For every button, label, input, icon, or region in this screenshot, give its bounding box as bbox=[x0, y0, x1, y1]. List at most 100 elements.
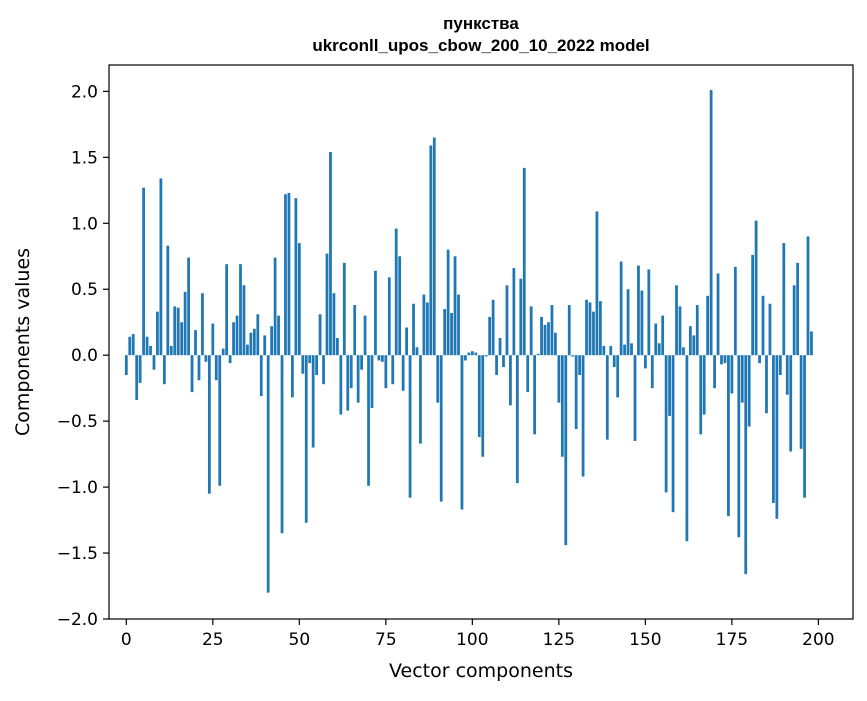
bar bbox=[190, 355, 194, 393]
bar bbox=[446, 249, 450, 356]
bar bbox=[218, 355, 222, 486]
bar bbox=[744, 355, 748, 575]
bar bbox=[550, 305, 554, 356]
bar bbox=[259, 355, 263, 397]
y-axis-label: Components values bbox=[12, 248, 34, 436]
bar bbox=[432, 137, 436, 356]
bar bbox=[481, 355, 485, 457]
bar bbox=[408, 355, 412, 498]
bar bbox=[751, 254, 755, 356]
bar bbox=[339, 355, 343, 415]
bar bbox=[581, 355, 585, 477]
bar bbox=[353, 305, 357, 356]
bar bbox=[775, 355, 779, 519]
y-tick-label: −1.0 bbox=[57, 478, 98, 498]
bar bbox=[308, 355, 312, 364]
bar bbox=[772, 355, 775, 503]
x-tick-label: 200 bbox=[802, 630, 834, 650]
bar bbox=[211, 323, 215, 356]
bar bbox=[498, 338, 502, 356]
bar bbox=[329, 152, 332, 356]
bar bbox=[536, 353, 540, 356]
bar bbox=[287, 192, 291, 356]
bar bbox=[460, 355, 464, 510]
bar bbox=[349, 355, 353, 389]
bar bbox=[671, 355, 675, 513]
bar bbox=[526, 355, 530, 393]
bar bbox=[304, 355, 308, 523]
bar bbox=[398, 256, 402, 356]
bar bbox=[692, 335, 696, 356]
bar bbox=[332, 293, 336, 356]
x-tick-label: 25 bbox=[202, 630, 224, 650]
bar bbox=[401, 355, 405, 391]
bar bbox=[716, 273, 720, 356]
bar bbox=[194, 330, 197, 356]
chart-subtitle: ukrconll_upos_cbow_200_10_2022 model bbox=[312, 36, 649, 55]
bar bbox=[806, 236, 810, 356]
bar bbox=[785, 355, 789, 395]
bar bbox=[657, 343, 661, 356]
bar bbox=[377, 355, 381, 361]
bar bbox=[595, 211, 599, 356]
bar bbox=[567, 305, 571, 356]
bar bbox=[702, 355, 706, 415]
bar bbox=[616, 355, 620, 398]
bar bbox=[415, 347, 419, 356]
bar bbox=[197, 355, 201, 381]
bar bbox=[391, 355, 395, 385]
bar bbox=[609, 345, 613, 356]
bar bbox=[439, 355, 443, 502]
bar bbox=[131, 334, 135, 356]
bar bbox=[650, 355, 654, 389]
bar bbox=[810, 331, 813, 356]
bar bbox=[384, 355, 388, 389]
bar bbox=[297, 243, 301, 356]
bar bbox=[699, 355, 703, 435]
bar bbox=[782, 243, 786, 356]
bar bbox=[138, 355, 142, 383]
bar bbox=[176, 307, 180, 356]
bar bbox=[221, 348, 225, 356]
y-tick-label: −0.5 bbox=[57, 412, 98, 432]
bar bbox=[187, 257, 190, 356]
bar bbox=[727, 355, 730, 517]
bar bbox=[318, 314, 322, 356]
bar bbox=[214, 355, 218, 381]
bar bbox=[682, 347, 685, 356]
y-tick-label: 1.5 bbox=[71, 148, 98, 168]
bar bbox=[457, 294, 460, 356]
bar bbox=[605, 355, 609, 440]
bar bbox=[502, 355, 505, 368]
bar bbox=[533, 355, 537, 435]
bar bbox=[661, 315, 665, 356]
bar bbox=[723, 355, 727, 364]
bar bbox=[128, 336, 132, 356]
bar bbox=[522, 167, 526, 356]
bar bbox=[363, 315, 367, 356]
bar bbox=[754, 220, 758, 356]
bar bbox=[325, 253, 329, 356]
bar bbox=[585, 299, 588, 356]
bar bbox=[761, 295, 765, 356]
bar bbox=[623, 344, 626, 356]
bar bbox=[630, 343, 633, 356]
bar bbox=[256, 314, 260, 356]
bar bbox=[169, 345, 173, 356]
x-tick-label: 125 bbox=[543, 630, 575, 650]
y-tick-label: 0.0 bbox=[71, 346, 98, 366]
bar bbox=[713, 355, 716, 389]
bar bbox=[374, 270, 377, 356]
bar bbox=[405, 327, 408, 356]
y-tick-label: 0.5 bbox=[71, 280, 98, 300]
y-tick-label: 2.0 bbox=[71, 82, 98, 102]
bar bbox=[242, 285, 246, 356]
bar bbox=[135, 355, 139, 401]
bar bbox=[803, 355, 806, 498]
bar bbox=[574, 355, 578, 430]
bar bbox=[315, 355, 319, 375]
bar bbox=[412, 303, 415, 356]
bar bbox=[509, 355, 512, 406]
x-tick-label: 75 bbox=[375, 630, 397, 650]
bar bbox=[294, 198, 298, 356]
